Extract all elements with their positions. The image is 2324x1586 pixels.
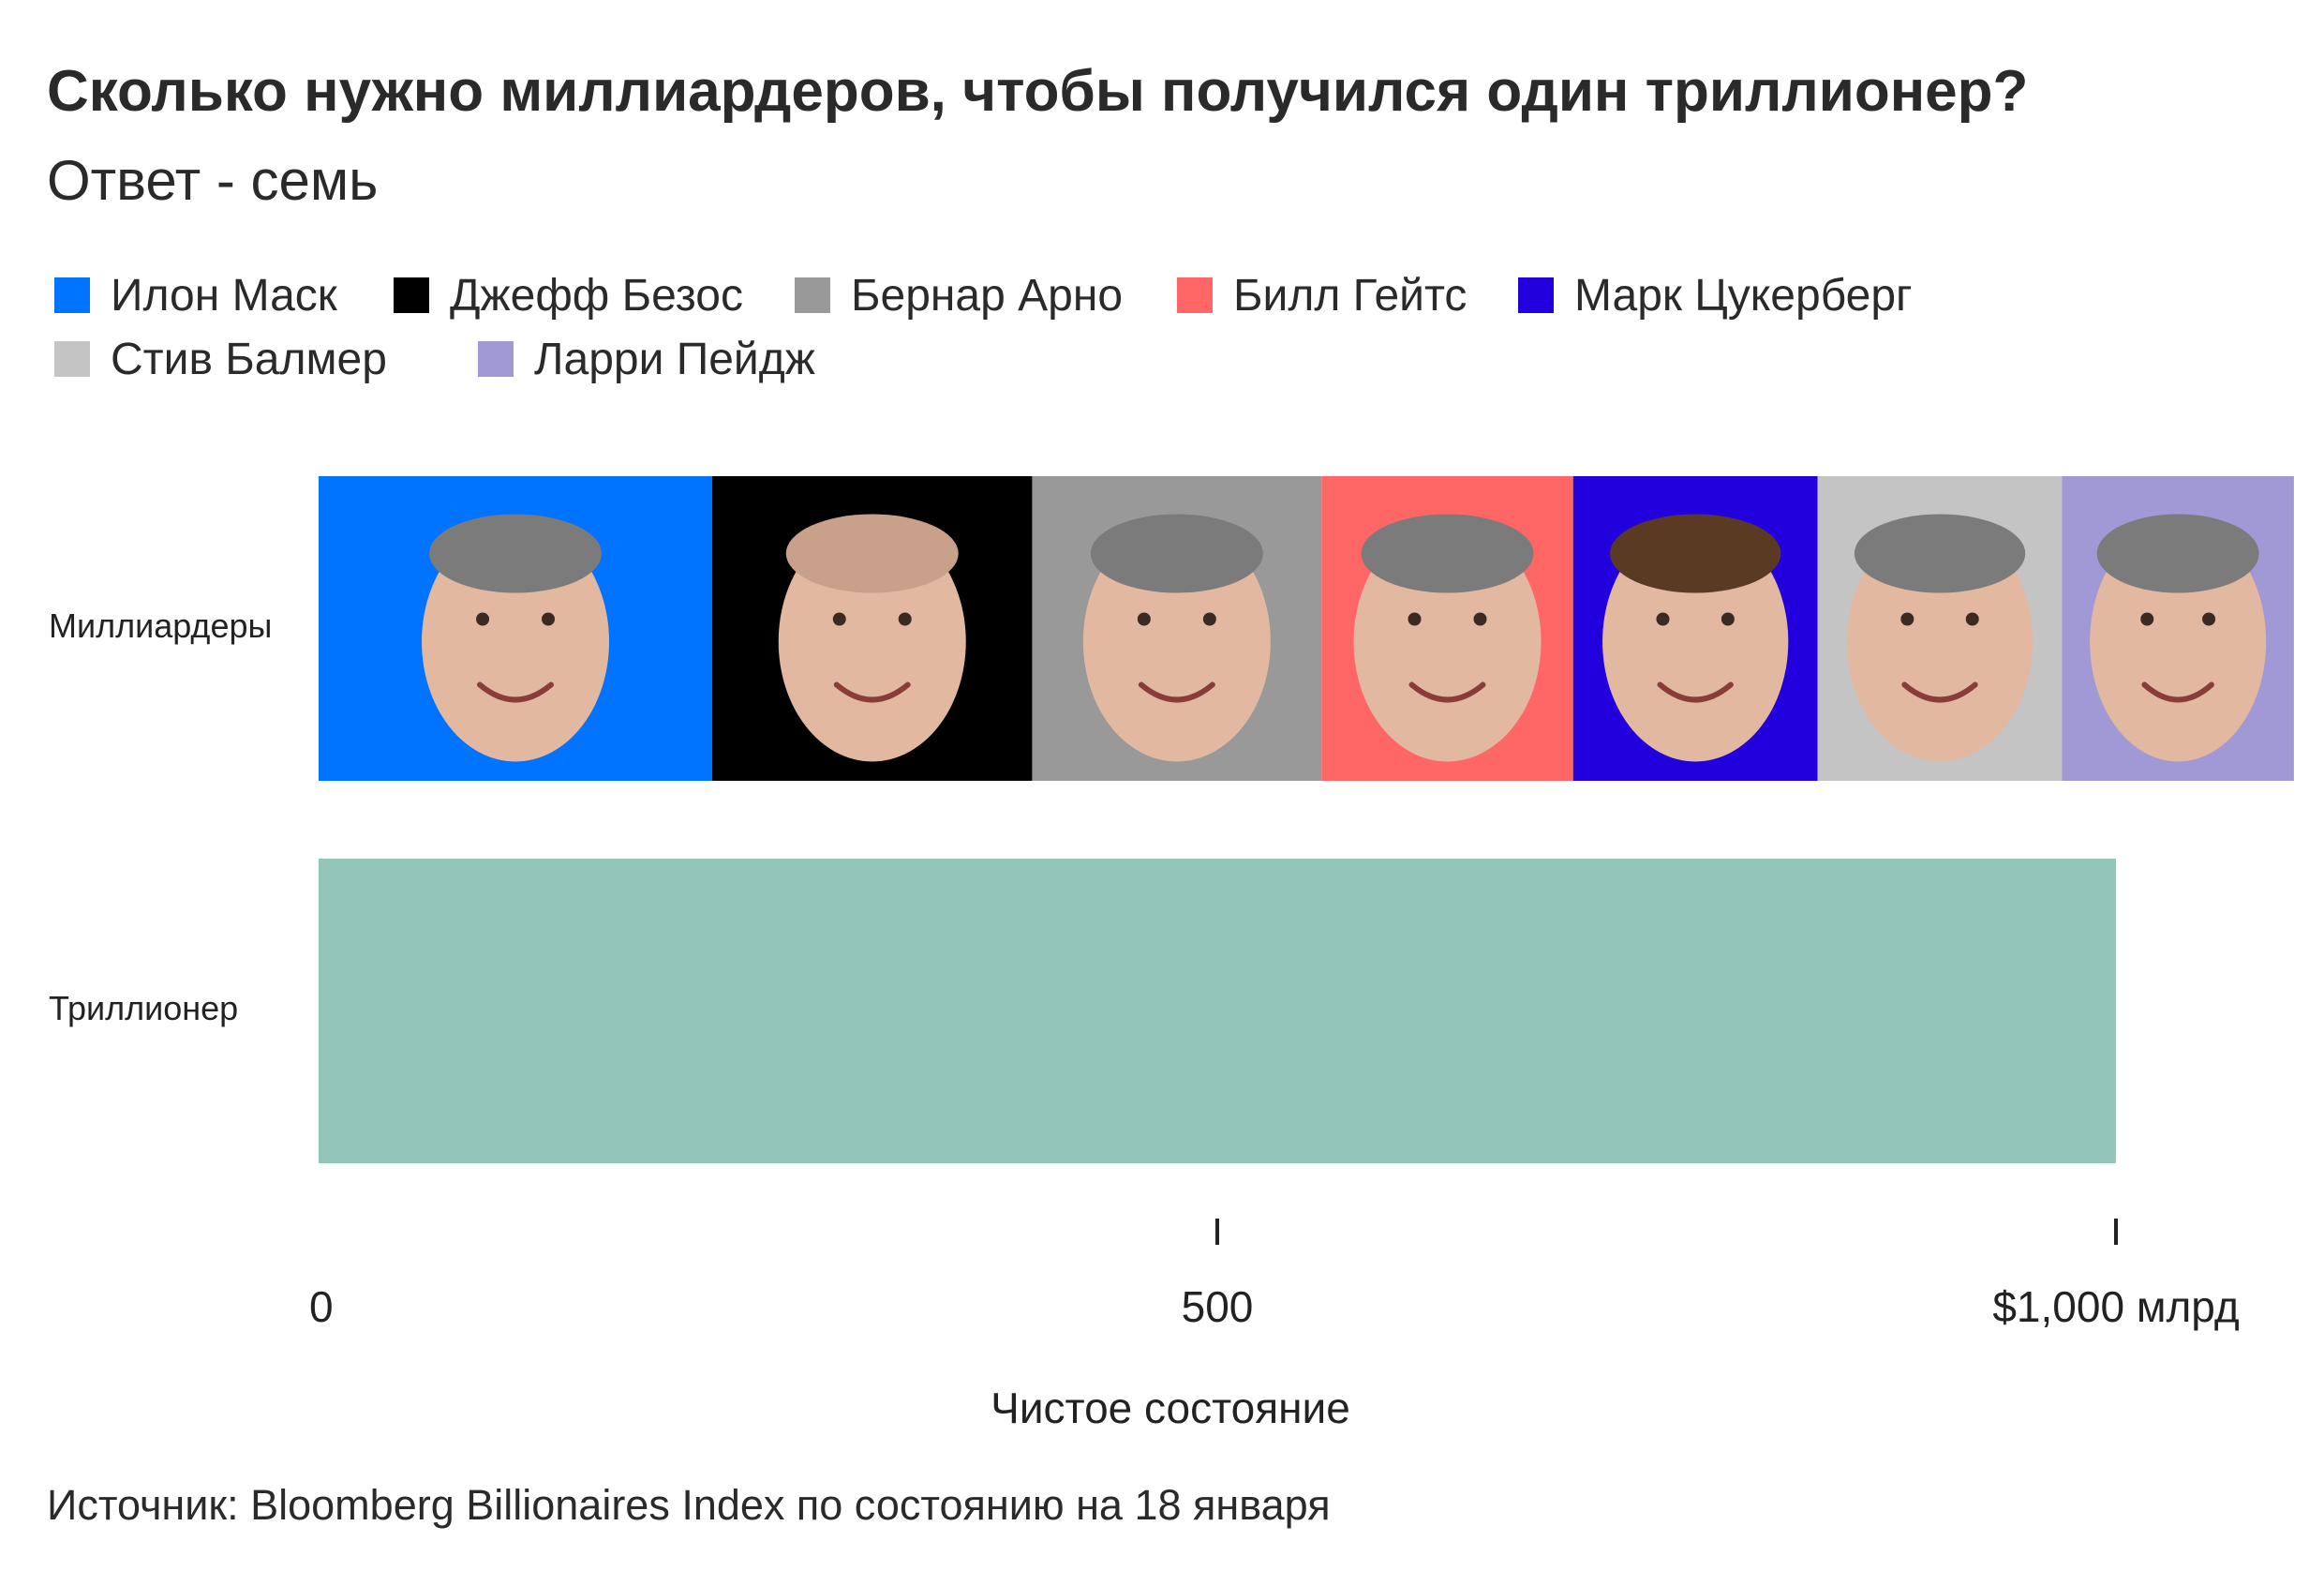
musk-face-right-eye-icon: [542, 612, 556, 626]
bezos-face-right-eye-icon: [898, 612, 912, 626]
bezos-face-left-eye-icon: [832, 612, 846, 626]
zuckerberg-face-hair-icon: [1609, 514, 1781, 593]
x-tick-label-1: 500: [1182, 1282, 1254, 1331]
legend-label-page: Ларри Пейдж: [534, 334, 815, 384]
legend-item-musk: Илон Маск: [54, 267, 337, 323]
category-label-0: Миллиардеры: [49, 606, 272, 645]
legend-swatch-page: [478, 341, 514, 377]
x-tick-label-2: $1,000 млрд: [1992, 1282, 2239, 1331]
legend-swatch-musk: [54, 277, 90, 313]
page-face-hair-icon: [2096, 514, 2259, 593]
arnault-face-right-eye-icon: [1202, 612, 1216, 626]
chart-title: Сколько нужно миллиардеров, чтобы получи…: [47, 59, 2029, 124]
arnault-face-left-eye-icon: [1137, 612, 1151, 626]
legend-label-bezos: Джефф Безос: [450, 270, 743, 321]
bezos-face-hair-icon: [785, 514, 959, 593]
zuckerberg-face-right-eye-icon: [1721, 612, 1735, 626]
source-note: Источник: Bloomberg Billionaires Index п…: [47, 1481, 1331, 1529]
legend-item-bezos: Джефф Безос: [394, 267, 743, 323]
x-axis-label: Чистое состояние: [991, 1384, 1350, 1432]
legend-row-2: Стив Балмер Ларри Пейдж: [54, 331, 2210, 395]
legend-swatch-bezos: [394, 277, 429, 313]
ballmer-face-left-eye-icon: [1900, 612, 1914, 626]
legend-item-ballmer: Стив Балмер: [54, 331, 387, 387]
page-face-mouth-icon: [2141, 681, 2214, 703]
musk-face-hair-icon: [429, 514, 603, 593]
legend-swatch-arnault: [795, 277, 830, 313]
gates-face-mouth-icon: [1408, 681, 1486, 703]
legend-label-musk: Илон Маск: [111, 270, 337, 321]
ballmer-face-hair-icon: [1854, 514, 2026, 593]
legend-label-gates: Билл Гейтс: [1233, 270, 1467, 321]
gates-face-right-eye-icon: [1473, 612, 1487, 626]
legend-swatch-zuckerberg: [1518, 277, 1554, 313]
legend-label-zuckerberg: Марк Цукерберг: [1574, 270, 1913, 321]
musk-face-mouth-icon: [477, 681, 555, 703]
legend-item-gates: Билл Гейтс: [1177, 267, 1467, 323]
legend: Илон Маск Джефф Безос Бернар Арно Билл Г…: [54, 267, 2210, 395]
zuckerberg-face-left-eye-icon: [1656, 612, 1670, 626]
legend-row-1: Илон Маск Джефф Безос Бернар Арно Билл Г…: [54, 267, 2210, 331]
chart-subtitle: Ответ - семь: [47, 149, 379, 212]
zuckerberg-face-mouth-icon: [1657, 681, 1734, 703]
musk-face-left-eye-icon: [476, 612, 490, 626]
arnault-face-mouth-icon: [1138, 681, 1215, 703]
legend-item-page: Ларри Пейдж: [478, 331, 815, 387]
legend-label-arnault: Бернар Арно: [851, 270, 1124, 321]
category-label-1: Триллионер: [49, 989, 238, 1027]
legend-item-zuckerberg: Марк Цукерберг: [1518, 267, 1913, 323]
bar-segment-1-7: [319, 859, 2116, 1163]
legend-swatch-gates: [1177, 277, 1213, 313]
gates-face-left-eye-icon: [1408, 612, 1422, 626]
legend-swatch-ballmer: [54, 341, 90, 377]
bezos-face-mouth-icon: [833, 681, 911, 703]
legend-item-arnault: Бернар Арно: [795, 267, 1123, 323]
page-face-right-eye-icon: [2202, 612, 2216, 626]
legend-label-ballmer: Стив Балмер: [111, 334, 387, 384]
ballmer-face-mouth-icon: [1901, 681, 1978, 703]
arnault-face-hair-icon: [1090, 514, 1263, 593]
ballmer-face-right-eye-icon: [1965, 612, 1979, 626]
gates-face-hair-icon: [1361, 514, 1534, 593]
page-face-left-eye-icon: [2140, 612, 2154, 626]
x-tick-label-0: 0: [309, 1282, 334, 1331]
